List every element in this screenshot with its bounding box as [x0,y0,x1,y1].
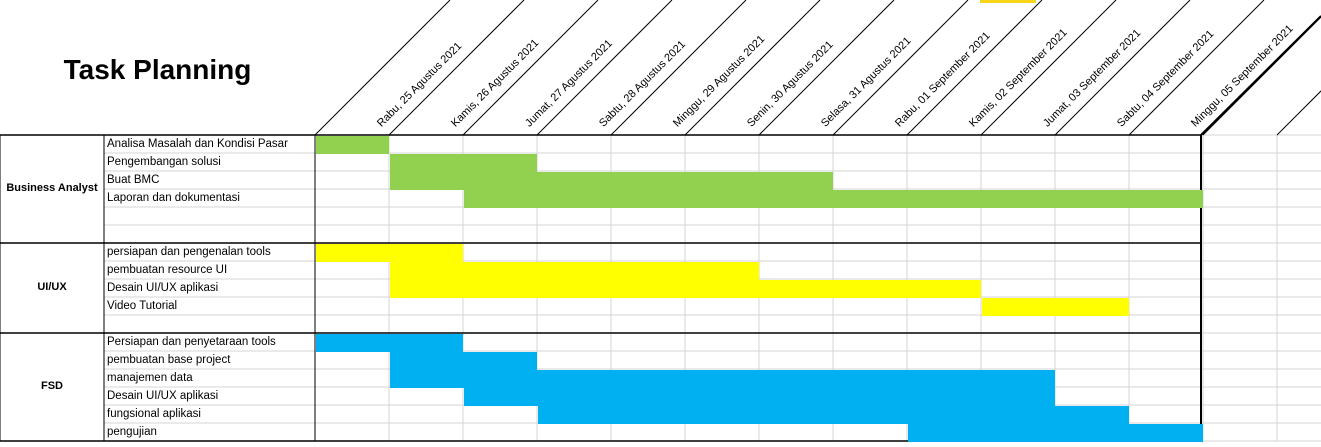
header-diagonal [610,0,747,136]
task-label: Analisa Masalah dan Kondisi Pasar [107,138,288,150]
task-label: persiapan dan pengenalan tools [107,246,271,258]
task-bar [316,136,389,154]
task-bar [390,172,833,190]
task-label: Video Tutorial [107,300,178,312]
header-diagonal [1128,0,1265,136]
task-bar [982,298,1129,316]
task-label: Laporan dan dokumentasi [107,192,240,204]
task-bar [390,154,537,172]
task-bar [390,280,981,298]
task-label: fungsional aplikasi [107,408,201,420]
task-label: Buat BMC [107,174,160,186]
task-bar [390,370,1055,388]
task-bar [390,352,537,370]
header-diagonal [462,0,599,136]
task-bar [464,388,1055,406]
task-bar [464,190,1203,208]
group-label-1: Business Analyst [6,182,98,194]
header-diagonal [906,0,1043,136]
page-title: Task Planning [63,54,252,85]
task-label: manajemen data [107,372,193,384]
task-bar [908,424,1203,442]
header-diagonal [980,0,1117,136]
header-diagonal [1054,0,1191,136]
task-label: Persiapan dan penyetaraan tools [107,336,276,348]
task-bar [316,334,463,352]
selected-cell-marker [980,0,1036,3]
header-diagonal [314,0,451,136]
header-diagonal [758,0,895,136]
header-diagonal [1276,90,1321,136]
task-label: pembuatan resource UI [107,264,228,276]
task-label: Pengembangan solusi [107,156,221,168]
task-label: pengujian [107,426,157,438]
task-label: Desain UI/UX aplikasi [107,390,219,402]
task-bar [390,262,759,280]
task-bar [316,244,463,262]
task-label: Desain UI/UX aplikasi [107,282,219,294]
header-diagonal [536,0,673,136]
header-right-diagonal [1200,15,1321,136]
task-label: pembuatan base project [107,354,231,366]
task-bar [538,406,1129,424]
header-diagonal [832,0,969,136]
header-diagonal [388,0,525,136]
group-label-3: FSD [41,380,63,392]
header-diagonal [684,0,821,136]
group-label-2: UI/UX [37,281,67,293]
